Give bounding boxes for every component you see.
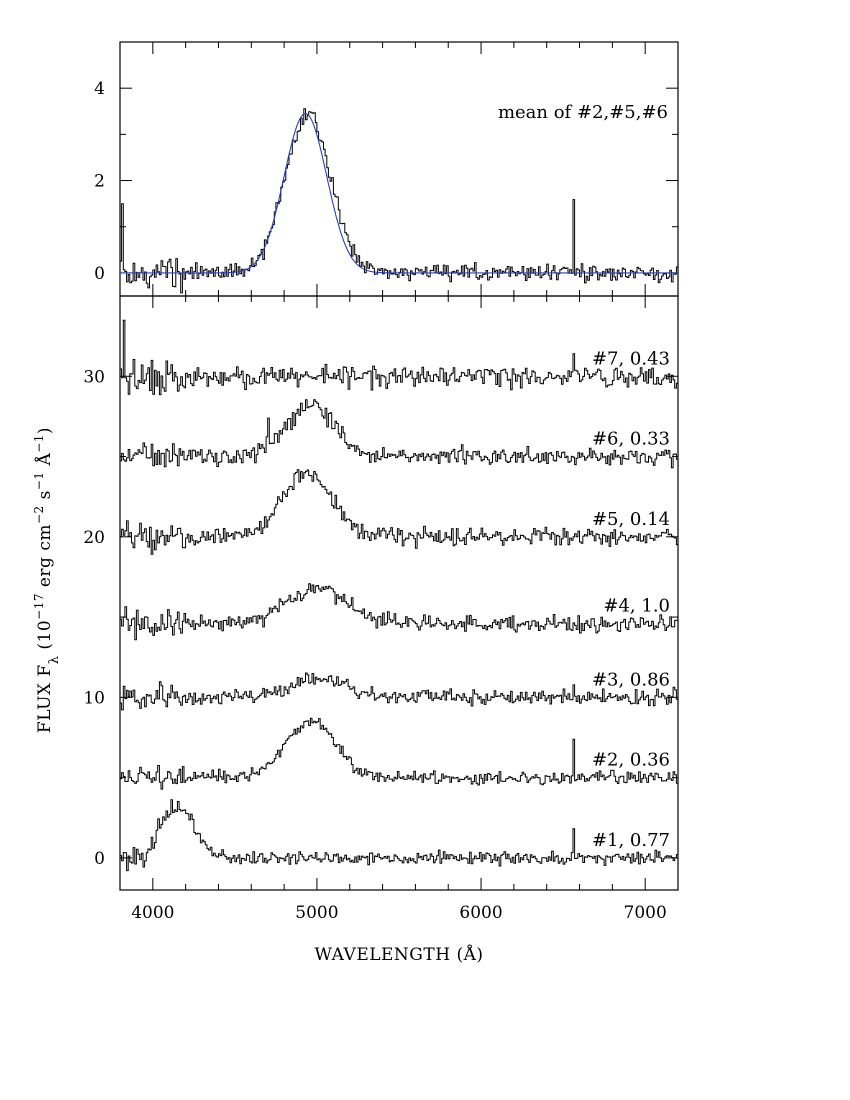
y-axis-title-part: −2 [32, 505, 46, 524]
spectrum-label-7: #7, 0.43 [592, 348, 670, 369]
top-panel-frame [119, 41, 679, 297]
spectrum-line-3 [120, 672, 678, 711]
x-tick-label: 6000 [459, 903, 502, 923]
spectrum-label-3: #3, 0.86 [592, 669, 670, 690]
bottom-panel-series [120, 319, 678, 872]
gaussian-fit-line [120, 113, 678, 274]
spectrum-line-7 [120, 319, 678, 396]
y-tick-label: 20 [83, 528, 105, 548]
y-axis-title-part: λ [47, 656, 62, 665]
spectrum-label-2: #2, 0.36 [592, 750, 670, 771]
spectrum-line-5 [120, 469, 678, 555]
spectrum-line-2 [120, 717, 678, 790]
x-tick-label: 5000 [295, 903, 338, 923]
y-tick-label: 0 [94, 264, 105, 284]
y-axis-title-part: Å [34, 453, 55, 472]
mean-spectrum-line [120, 108, 678, 294]
top-panel-series [120, 108, 678, 294]
mean-spectrum-panel: 0 2 4 mean of #2,#5,#6 [94, 41, 679, 297]
bottom-panel-ticks [119, 295, 679, 890]
spectrum-label-4: #4, 1.0 [603, 596, 670, 617]
y-tick-label: 0 [94, 849, 105, 869]
y-axis-title-part: −1 [32, 471, 46, 490]
spectrum-line-1 [120, 799, 678, 872]
y-axis-title-part: (10 [35, 620, 55, 656]
spectrum-label-1: #1, 0.77 [592, 830, 670, 851]
x-tick-label: 4000 [131, 903, 174, 923]
y-axis-title-part: −1 [32, 434, 46, 453]
bottom-panel-series-labels: #1, 0.77 #2, 0.36 #3, 0.86 #4, 1.0 #5, 0.14 #… [592, 348, 670, 851]
y-axis-title-part: ) [35, 427, 55, 434]
x-tick-label: 7000 [624, 903, 667, 923]
bottom-panel-y-tick-labels: 0 10 20 30 [83, 367, 105, 869]
x-tick-labels: 4000 5000 6000 7000 [131, 903, 667, 923]
spectrum-label-6: #6, 0.33 [592, 429, 670, 450]
y-axis-title-part: FLUX F [35, 664, 55, 733]
individual-spectra-panel: 0 10 20 30 4000 5000 6000 7000 #1, 0.77 #2, 0.3… [83, 295, 679, 923]
spectrum-label-5: #5, 0.14 [592, 509, 670, 530]
x-axis-title: WAVELENGTH (Å) [314, 944, 483, 965]
y-axis-title-part: s [35, 490, 55, 505]
y-axis-title-part: −17 [32, 593, 46, 620]
bottom-panel-frame [119, 295, 679, 891]
mean-spectrum-annotation: mean of #2,#5,#6 [498, 102, 668, 123]
y-tick-label: 2 [94, 172, 105, 192]
top-panel-ticks [119, 41, 679, 296]
y-tick-label: 30 [83, 367, 105, 387]
spectrum-line-6 [120, 399, 678, 469]
y-axis-title-part: erg cm [35, 524, 55, 593]
y-tick-label: 4 [94, 79, 105, 99]
y-axis-title: FLUX Fλ (10−17 erg cm−2 s−1 Å−1) [32, 427, 62, 733]
top-panel-y-tick-labels: 0 2 4 [94, 79, 105, 284]
spectrum-line-4 [120, 583, 678, 641]
y-tick-label: 10 [83, 688, 105, 708]
